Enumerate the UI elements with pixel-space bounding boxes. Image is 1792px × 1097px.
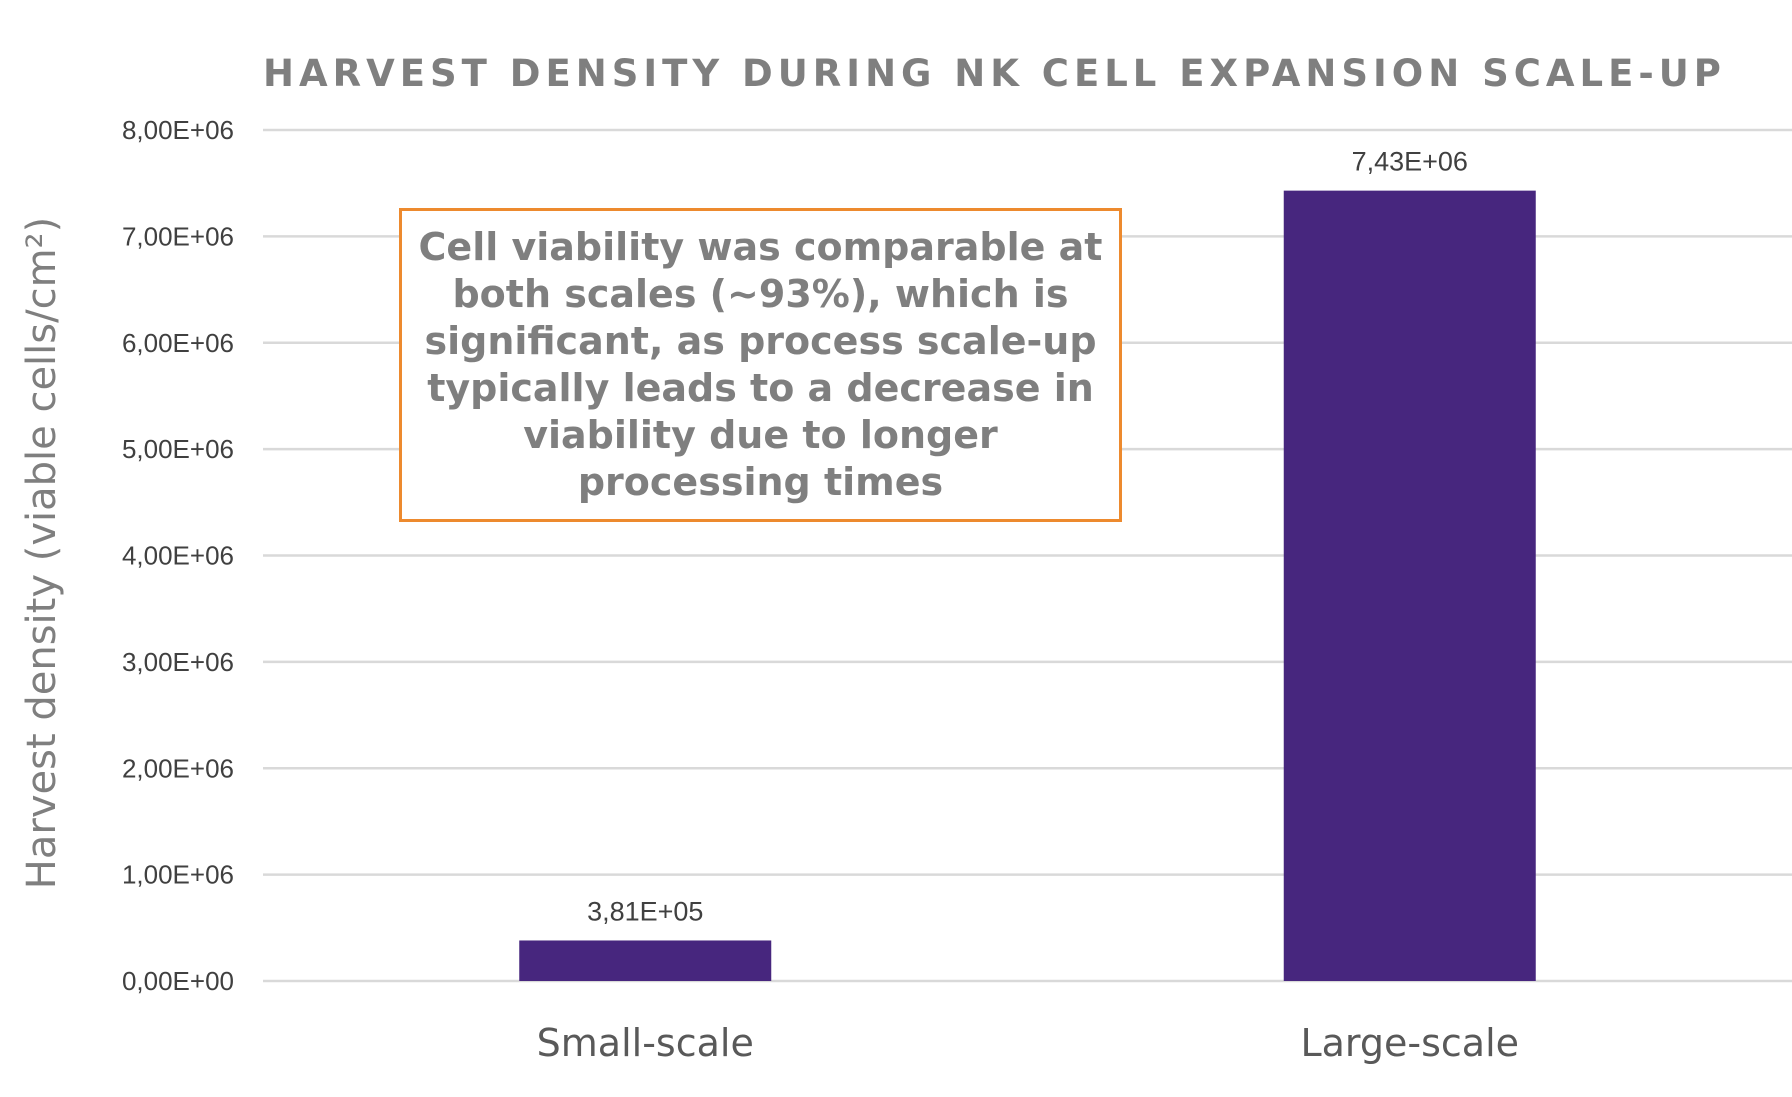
y-tick-label-1: 1,00E+06 xyxy=(122,860,234,890)
bar-small-scale xyxy=(519,940,772,981)
bar-large-scale xyxy=(1283,190,1536,982)
bars xyxy=(519,190,1536,982)
data-label-small-scale: 3,81E+05 xyxy=(587,896,703,926)
y-tick-label-5: 5,00E+06 xyxy=(122,434,234,464)
y-tick-label-3: 3,00E+06 xyxy=(122,647,234,677)
data-label-large-scale: 7,43E+06 xyxy=(1352,147,1468,177)
y-tick-label-4: 4,00E+06 xyxy=(122,541,234,571)
annotation-box: Cell viability was comparable at both sc… xyxy=(399,208,1122,522)
y-axis-ticks: 0,00E+00 1,00E+06 2,00E+06 3,00E+06 4,00E+06… xyxy=(122,115,234,996)
x-tick-label-small-scale: Small-scale xyxy=(537,1021,754,1065)
y-tick-label-2: 2,00E+06 xyxy=(122,753,234,783)
y-tick-label-7: 7,00E+06 xyxy=(122,221,234,251)
annotation-text: Cell viability was comparable at both sc… xyxy=(418,225,1103,504)
x-tick-label-large-scale: Large-scale xyxy=(1300,1021,1519,1065)
y-tick-label-8: 8,00E+06 xyxy=(122,115,234,145)
x-axis-ticks: Small-scale Large-scale xyxy=(537,1021,1519,1065)
y-axis-label: Harvest density (viable cells/cm²) xyxy=(19,217,65,889)
data-labels: 3,81E+05 7,43E+06 xyxy=(587,147,1468,927)
y-tick-label-0: 0,00E+00 xyxy=(122,966,234,996)
y-tick-label-6: 6,00E+06 xyxy=(122,328,234,358)
chart-title: HARVEST DENSITY DURING NK CELL EXPANSION… xyxy=(263,52,1726,95)
